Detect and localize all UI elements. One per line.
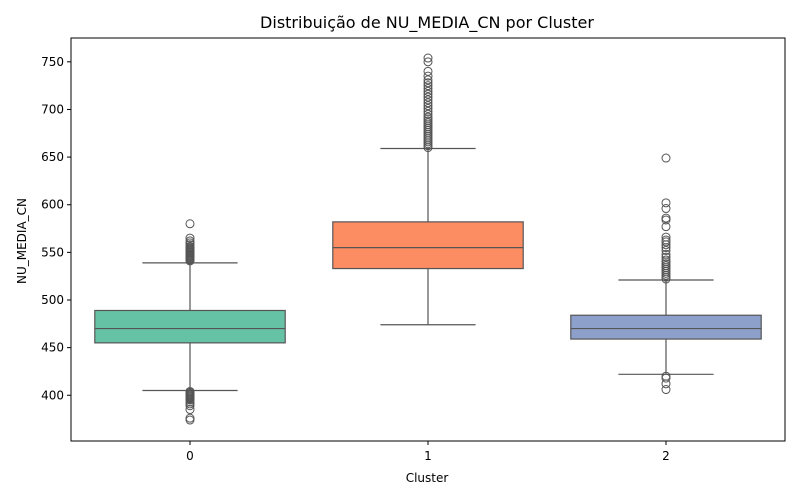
cluster-1-outlier-point	[423, 53, 433, 63]
cluster-0-outlier-point	[185, 413, 195, 423]
cluster-2-outlier-point	[661, 379, 671, 389]
y-axis-label: NU_MEDIA_CN	[15, 198, 29, 284]
cluster-2-outlier-point	[661, 274, 671, 284]
y-tick-label: 700	[41, 102, 64, 116]
cluster-1-outlier-point	[423, 109, 433, 119]
cluster-0-outlier-point	[185, 219, 195, 229]
cluster-0-outlier-point	[185, 415, 195, 425]
cluster-0-box	[94, 309, 286, 344]
cluster-1-outlier-point	[423, 75, 433, 85]
cluster-1-outlier-point	[423, 143, 433, 153]
cluster-2-outlier-point	[661, 198, 671, 208]
cluster-2-outlier-point	[661, 222, 671, 232]
y-tick-label: 750	[41, 55, 64, 69]
x-tick-label: 2	[662, 449, 670, 463]
cluster-1-outlier-point	[423, 86, 433, 96]
cluster-2-outlier-point	[661, 252, 671, 262]
cluster-1-outlier-point	[423, 92, 433, 102]
cluster-1-outlier-point	[423, 98, 433, 108]
cluster-2-outlier-point	[661, 245, 671, 255]
cluster-0-outlier-point	[185, 405, 195, 415]
cluster-2-outlier-point	[661, 240, 671, 250]
cluster-0-outlier-point	[185, 401, 195, 411]
cluster-1-outlier-point	[423, 66, 433, 76]
cluster-2-outlier-point	[661, 213, 671, 223]
cluster-0-outlier-point	[185, 233, 195, 243]
cluster-1-outlier-point	[423, 81, 433, 91]
cluster-2-outlier-point	[661, 373, 671, 383]
cluster-1-outlier-point	[423, 71, 433, 81]
cluster-0-outlier-point	[185, 256, 195, 266]
cluster-2-outlier-point	[661, 215, 671, 225]
x-axis-label: Cluster	[406, 471, 449, 485]
cluster-1-box	[332, 221, 524, 270]
y-tick-label: 450	[41, 341, 64, 355]
cluster-2-box	[570, 314, 762, 340]
cluster-2-outlier-point	[661, 243, 671, 253]
cluster-1-outlier-point	[423, 101, 433, 111]
cluster-2-outlier-point	[661, 385, 671, 395]
cluster-1-outlier-point	[423, 83, 433, 93]
y-tick-label: 400	[41, 388, 64, 402]
cluster-2-outlier-point	[661, 237, 671, 247]
cluster-1-outlier-point	[423, 78, 433, 88]
cluster-2-outlier-point	[661, 153, 671, 163]
y-tick-label: 650	[41, 150, 64, 164]
cluster-1-outlier-point	[423, 104, 433, 114]
x-tick-label: 0	[186, 449, 194, 463]
plot-area: 400 450 500 550 600 650 700 750 0 1 2	[41, 37, 786, 463]
y-tick-label: 600	[41, 198, 64, 212]
chart-title: Distribuição de NU_MEDIA_CN por Cluster	[260, 13, 594, 33]
y-tick-label: 500	[41, 293, 64, 307]
cluster-1-outlier-point	[423, 89, 433, 99]
y-tick-label: 550	[41, 245, 64, 259]
cluster-1-outlier-point	[423, 57, 433, 67]
x-tick-label: 1	[424, 449, 432, 463]
cluster-2-outlier-point	[661, 204, 671, 214]
cluster-1-outlier-point	[423, 95, 433, 105]
